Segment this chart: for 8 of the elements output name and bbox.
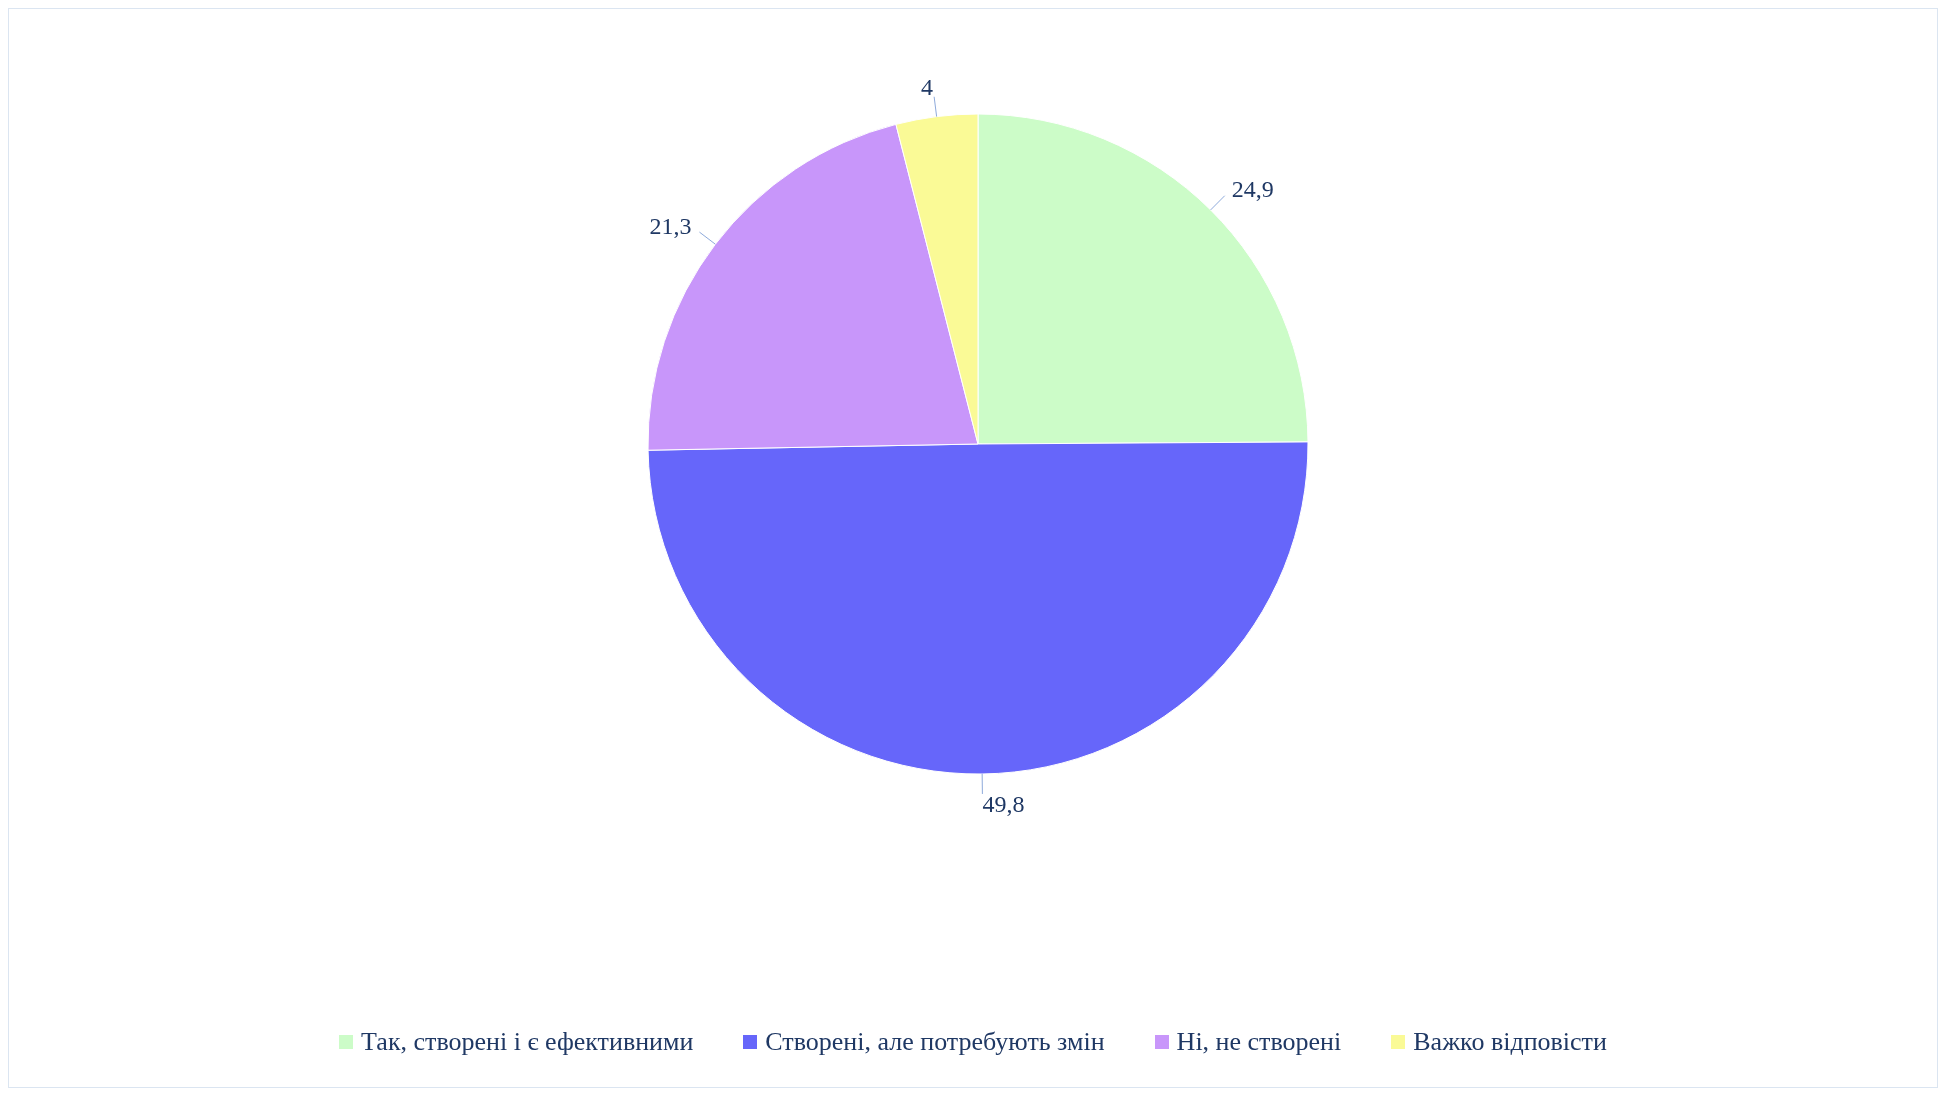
data-label: 21,3 <box>649 213 692 240</box>
legend-label: Важко відповісти <box>1413 1027 1607 1057</box>
data-label: 49,8 <box>982 790 1025 817</box>
legend-label: Створені, але потребують змін <box>765 1027 1105 1057</box>
legend-label: Так, створені і є ефективними <box>361 1027 694 1057</box>
legend-label: Ні, не створені <box>1176 1027 1342 1057</box>
data-label: 4 <box>920 73 933 100</box>
data-label: 24,9 <box>1231 175 1274 202</box>
